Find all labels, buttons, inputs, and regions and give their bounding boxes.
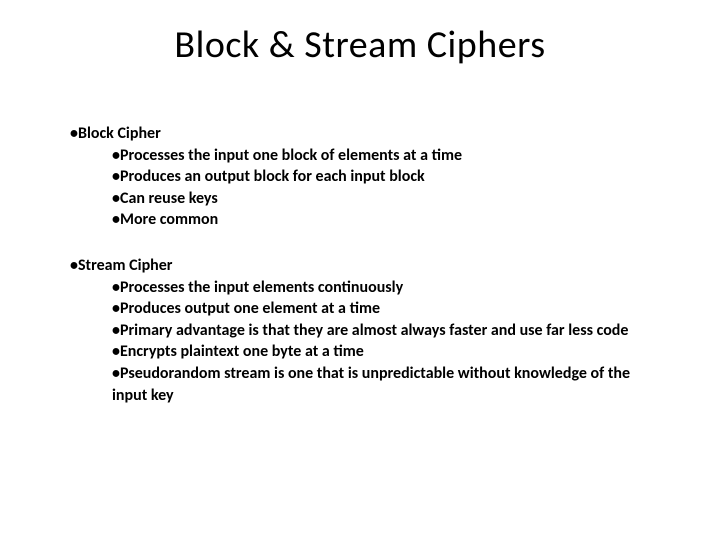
bullet-icon: • bbox=[112, 167, 120, 186]
section-header-text: Stream Cipher bbox=[78, 256, 173, 275]
bullet-icon: • bbox=[112, 364, 120, 383]
section-stream-cipher: •Stream Cipher •Processes the input elem… bbox=[60, 255, 660, 406]
item-text: Processes the input one block of element… bbox=[120, 146, 462, 165]
list-item: •Primary advantage is that they are almo… bbox=[112, 320, 660, 342]
item-text: Pseudorandom stream is one that is unpre… bbox=[112, 364, 630, 405]
item-text: Produces an output block for each input … bbox=[120, 167, 425, 186]
item-text: More common bbox=[120, 210, 218, 229]
item-text: Encrypts plaintext one byte at a time bbox=[120, 342, 364, 361]
bullet-icon: • bbox=[112, 342, 120, 361]
list-item: •Encrypts plaintext one byte at a time bbox=[112, 341, 660, 363]
bullet-icon: • bbox=[112, 278, 120, 297]
list-item: •Produces output one element at a time bbox=[112, 298, 660, 320]
bullet-icon: • bbox=[112, 210, 120, 229]
section-items: •Processes the input elements continuous… bbox=[70, 277, 660, 407]
item-text: Produces output one element at a time bbox=[120, 299, 380, 318]
section-header: •Block Cipher bbox=[70, 123, 660, 145]
section-header-text: Block Cipher bbox=[78, 124, 161, 143]
list-item: •Processes the input one block of elemen… bbox=[112, 145, 660, 167]
item-text: Primary advantage is that they are almos… bbox=[120, 321, 628, 340]
bullet-icon: • bbox=[112, 321, 120, 340]
section-block-cipher: •Block Cipher •Processes the input one b… bbox=[60, 123, 660, 231]
list-item: •More common bbox=[112, 209, 660, 231]
slide-title: Block & Stream Ciphers bbox=[60, 22, 660, 68]
bullet-icon: • bbox=[112, 189, 120, 208]
list-item: •Can reuse keys bbox=[112, 188, 660, 210]
item-text: Processes the input elements continuousl… bbox=[120, 278, 403, 297]
bullet-icon: • bbox=[70, 124, 78, 143]
bullet-icon: • bbox=[112, 299, 120, 318]
bullet-icon: • bbox=[70, 256, 78, 275]
bullet-icon: • bbox=[112, 146, 120, 165]
list-item: •Pseudorandom stream is one that is unpr… bbox=[112, 363, 660, 406]
section-header: •Stream Cipher bbox=[70, 255, 660, 277]
item-text: Can reuse keys bbox=[120, 189, 218, 208]
section-items: •Processes the input one block of elemen… bbox=[70, 145, 660, 231]
list-item: •Produces an output block for each input… bbox=[112, 166, 660, 188]
list-item: •Processes the input elements continuous… bbox=[112, 277, 660, 299]
slide-container: Block & Stream Ciphers •Block Cipher •Pr… bbox=[0, 0, 720, 540]
